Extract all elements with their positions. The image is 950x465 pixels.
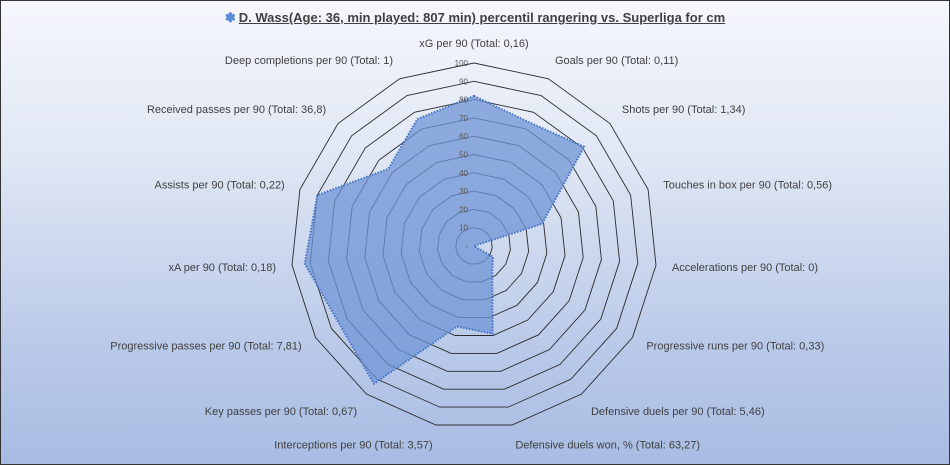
tick-label: 40	[459, 169, 468, 178]
tick-label: 70	[459, 114, 468, 123]
axis-label: Touches in box per 90 (Total: 0,56)	[663, 180, 832, 192]
chart-title: ✽ D. Wass(Age: 36, min played: 807 min) p…	[1, 10, 949, 26]
flower-icon: ✽	[224, 10, 236, 25]
tick-label: 60	[459, 132, 468, 141]
axis-label: Key passes per 90 (Total: 0,67)	[205, 406, 357, 418]
axis-label: Deep completions per 90 (Total: 1)	[225, 55, 393, 67]
axis-label: Interceptions per 90 (Total: 3,57)	[274, 440, 432, 452]
grid-ring	[291, 62, 657, 426]
axis-label: Assists per 90 (Total: 0,22)	[155, 180, 285, 192]
tick-label: 30	[459, 187, 468, 196]
chart-title-text: D. Wass(Age: 36, min played: 807 min) pe…	[238, 10, 726, 25]
axis-label: Shots per 90 (Total: 1,34)	[622, 104, 746, 116]
tick-label: 90	[459, 77, 468, 86]
grid-ring	[309, 80, 639, 408]
tick-label: -	[465, 242, 468, 251]
axis-label: Goals per 90 (Total: 0,11)	[555, 55, 678, 67]
tick-label: 10	[459, 224, 468, 233]
axis-label: xA per 90 (Total: 0,18)	[168, 262, 276, 274]
data-area	[303, 94, 586, 386]
axis-label: Progressive runs per 90 (Total: 0,33)	[646, 341, 824, 353]
axis-label: xG per 90 (Total: 0,16)	[419, 38, 528, 50]
tick-label: 20	[459, 205, 468, 214]
axis-label: Accelerations per 90 (Total: 0)	[672, 262, 818, 274]
tick-label: 100	[455, 59, 469, 68]
tick-label: 80	[459, 96, 468, 105]
grid-ring	[327, 99, 621, 390]
axis-label: Defensive duels per 90 (Total: 5,46)	[591, 406, 765, 418]
axis-label: Progressive passes per 90 (Total: 7,81)	[110, 341, 301, 353]
axis-label: Defensive duels won, % (Total: 63,27)	[515, 440, 700, 452]
axis-label: Received passes per 90 (Total: 36,8)	[147, 104, 326, 116]
tick-label: 50	[459, 151, 468, 160]
